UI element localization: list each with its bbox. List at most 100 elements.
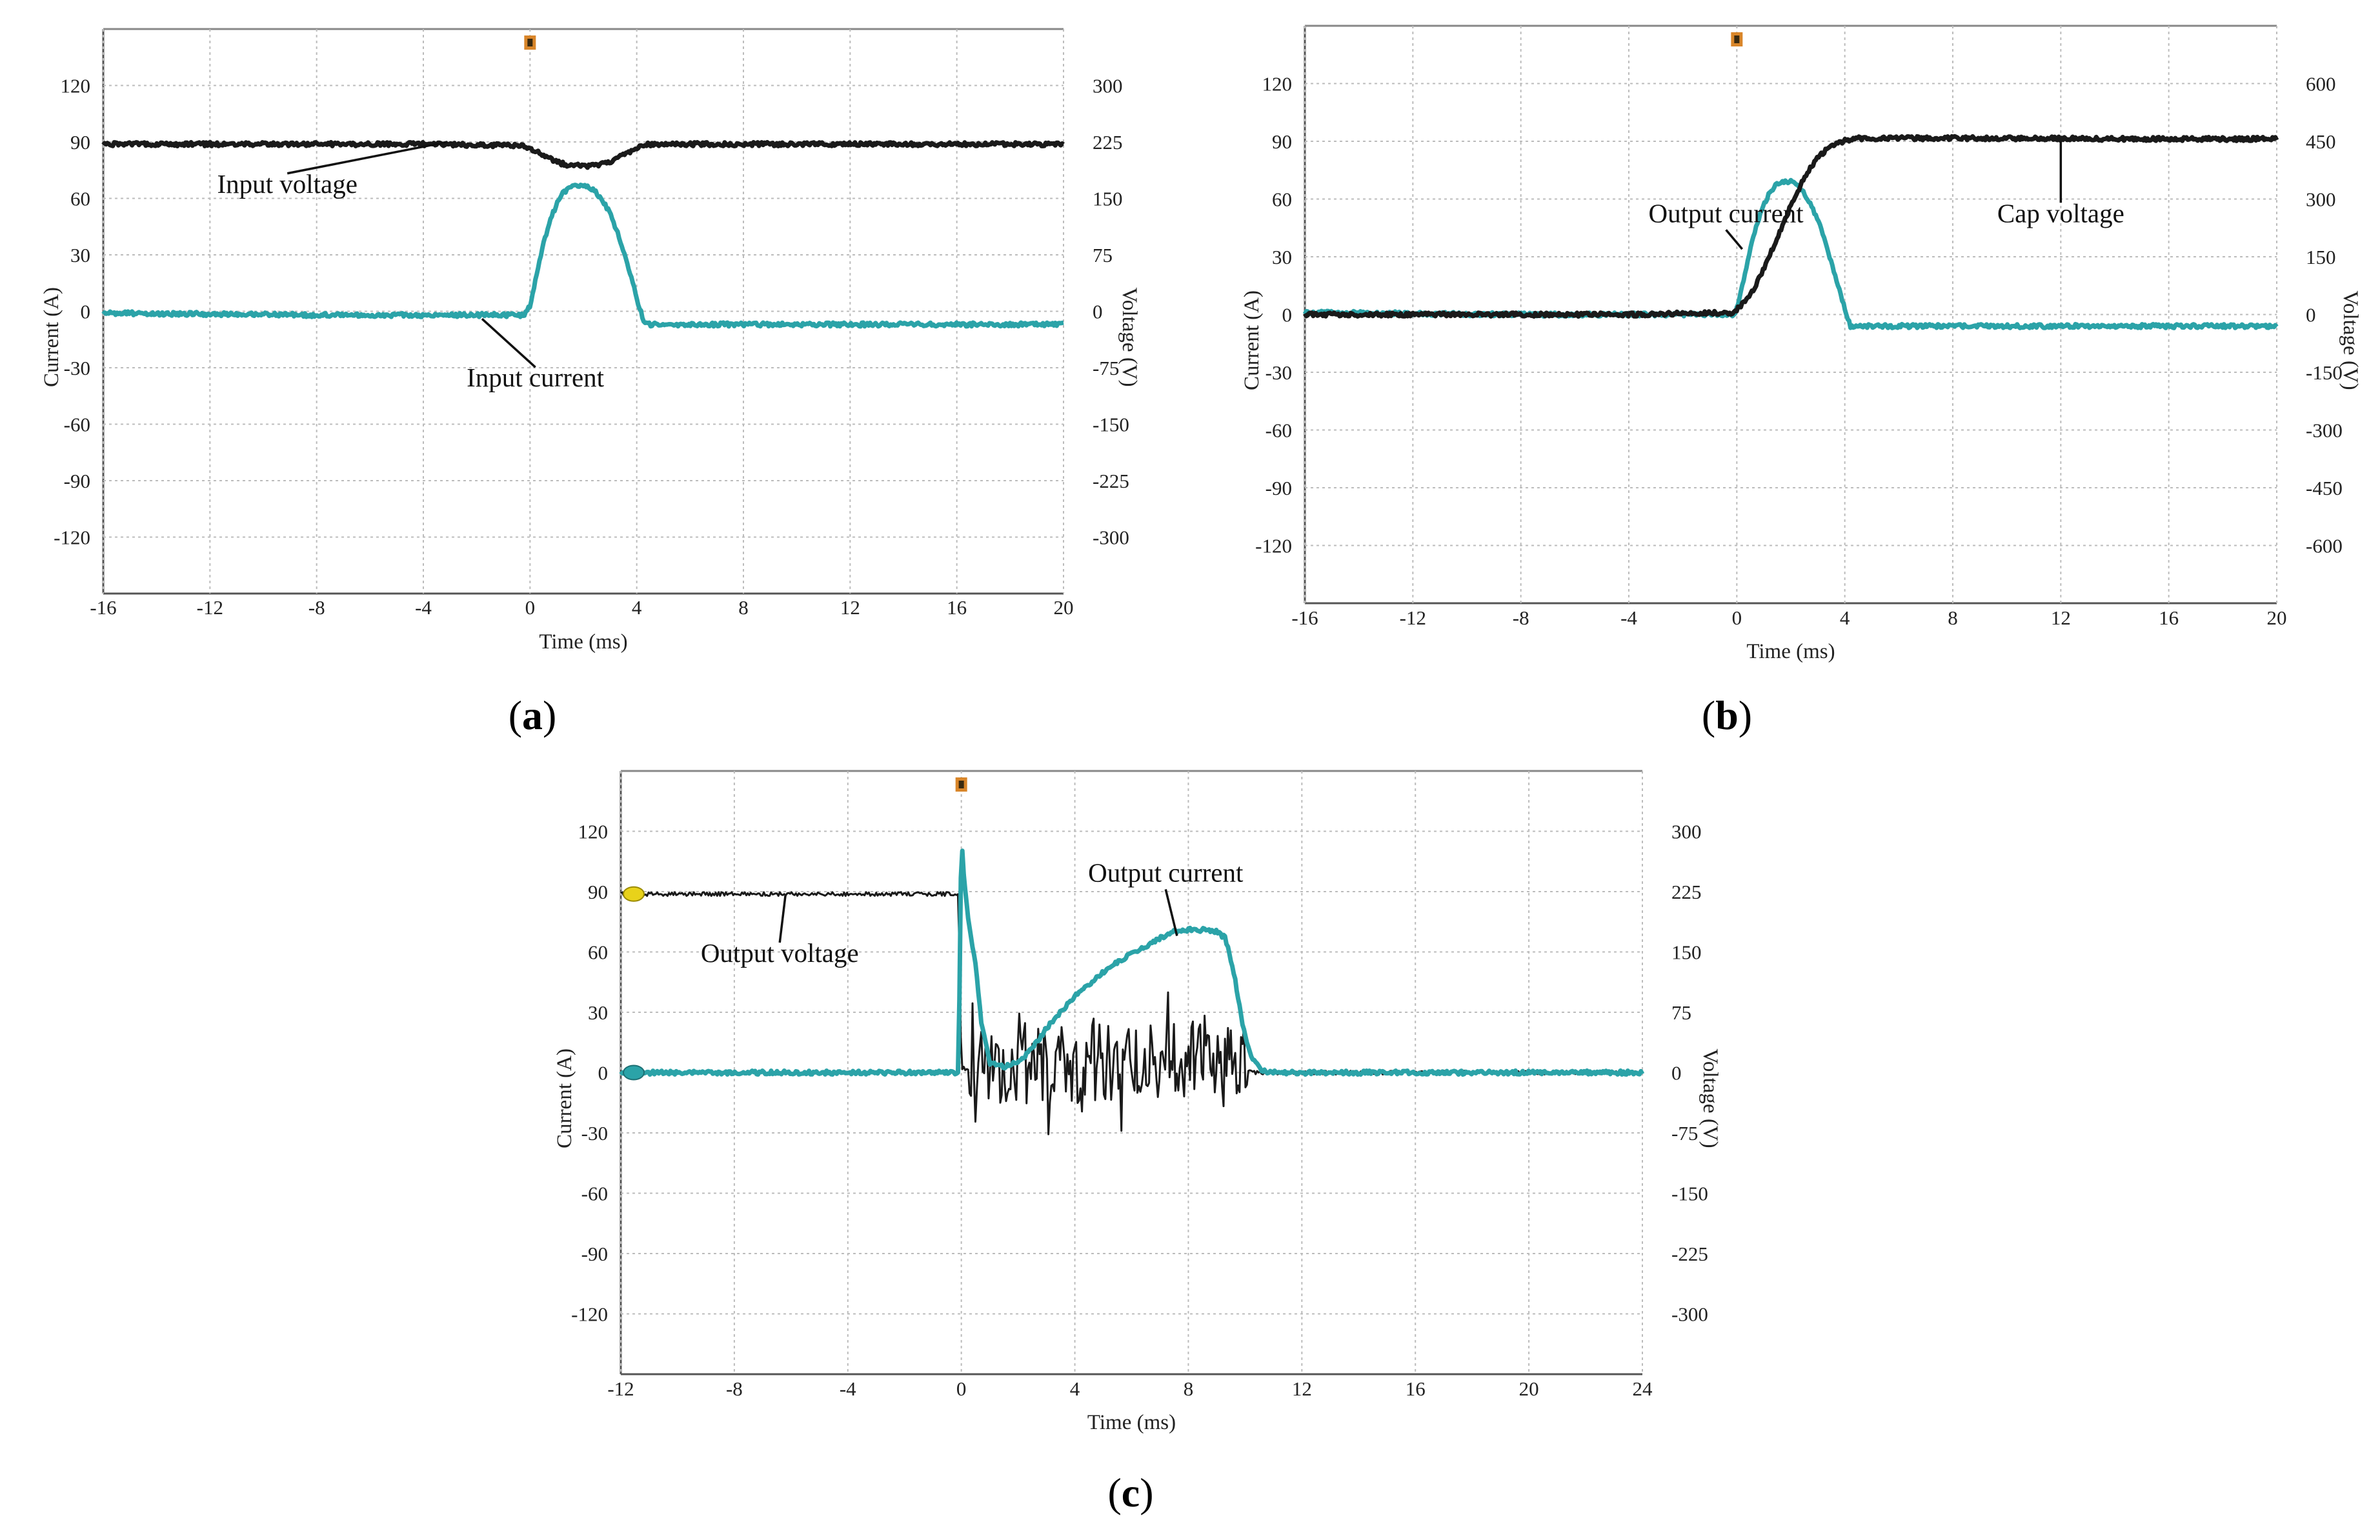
x-tick-label: -4 bbox=[840, 1377, 856, 1400]
channel-marker-current-icon bbox=[623, 1065, 645, 1081]
y-left-tick-label: 30 bbox=[588, 1001, 608, 1024]
x-tick-label: -12 bbox=[197, 596, 223, 619]
y-left-tick-label: -120 bbox=[571, 1303, 608, 1326]
x-tick-label: 4 bbox=[632, 596, 642, 619]
x-tick-label: -4 bbox=[415, 596, 432, 619]
y-right-tick-label: 150 bbox=[1671, 941, 1702, 964]
y-right-tick-label: -600 bbox=[2306, 535, 2343, 557]
x-tick-label: 12 bbox=[2051, 606, 2071, 629]
y-left-tick-label: 0 bbox=[81, 301, 91, 323]
x-tick-label: 8 bbox=[1948, 606, 1958, 629]
x-tick-label: 0 bbox=[525, 596, 536, 619]
y-left-tick-label: 90 bbox=[588, 881, 608, 903]
x-tick-label: 12 bbox=[1292, 1377, 1312, 1400]
y-right-tick-label: 225 bbox=[1093, 131, 1123, 154]
y-left-axis-title: Current (A) bbox=[40, 287, 63, 387]
y-left-tick-label: -90 bbox=[1266, 477, 1292, 499]
y-right-tick-label: 300 bbox=[1093, 75, 1123, 97]
annotation-leader-line bbox=[1725, 229, 1744, 250]
x-tick-label: 4 bbox=[1070, 1377, 1080, 1400]
x-tick-label: 16 bbox=[1406, 1377, 1426, 1400]
annotation-leader-line bbox=[1164, 889, 1178, 936]
series-line-output-current bbox=[619, 848, 1645, 1077]
y-right-tick-label: 0 bbox=[2306, 304, 2316, 326]
y-left-tick-label: 0 bbox=[1282, 304, 1293, 326]
annotation-leader-line bbox=[481, 317, 536, 368]
y-right-tick-label: -300 bbox=[1093, 526, 1129, 549]
panel-label: (a) bbox=[509, 692, 557, 738]
y-right-tick-label: 450 bbox=[2306, 130, 2336, 153]
y-right-tick-label: 300 bbox=[1671, 821, 1702, 843]
y-left-tick-label: 60 bbox=[588, 941, 608, 964]
y-right-tick-label: -225 bbox=[1671, 1243, 1708, 1265]
x-tick-label: 16 bbox=[2159, 606, 2179, 629]
y-right-tick-label: -75 bbox=[1093, 357, 1119, 379]
y-right-tick-label: -150 bbox=[2306, 361, 2343, 384]
y-right-tick-label: -225 bbox=[1093, 470, 1129, 492]
x-tick-label: -12 bbox=[1400, 606, 1426, 629]
x-tick-label: 12 bbox=[840, 596, 860, 619]
y-left-tick-label: 120 bbox=[578, 821, 609, 843]
x-tick-label: 4 bbox=[1840, 606, 1850, 629]
y-left-tick-label: 90 bbox=[70, 131, 90, 154]
x-axis-title: Time (ms) bbox=[539, 630, 627, 654]
y-right-tick-label: -300 bbox=[2306, 419, 2343, 442]
x-tick-label: -4 bbox=[1620, 606, 1637, 629]
y-right-tick-label: -150 bbox=[1093, 414, 1129, 436]
y-right-axis-title: Voltage (V) bbox=[1118, 287, 1141, 386]
y-left-tick-label: 120 bbox=[1262, 73, 1293, 95]
panel-b-chart: -16 -12 -8 -4 0 4 8 12 16 201209060300-30-60-90-1… bbox=[1240, 25, 2362, 738]
series-line-cap-voltage bbox=[1302, 134, 2279, 319]
y-left-tick-label: 90 bbox=[1272, 130, 1292, 153]
x-tick-label: -8 bbox=[308, 596, 325, 619]
trigger-marker-inner bbox=[1734, 35, 1740, 43]
y-right-tick-label: -450 bbox=[2306, 477, 2343, 499]
y-left-tick-label: -30 bbox=[1266, 361, 1292, 384]
panel-label: (b) bbox=[1702, 692, 1752, 738]
y-left-tick-label: -120 bbox=[54, 526, 90, 549]
x-axis-title: Time (ms) bbox=[1087, 1411, 1176, 1434]
y-left-tick-label: 60 bbox=[70, 188, 90, 210]
y-right-tick-label: 0 bbox=[1671, 1062, 1682, 1085]
x-tick-label: -8 bbox=[1513, 606, 1529, 629]
y-left-tick-label: -60 bbox=[64, 414, 90, 436]
x-tick-label: 20 bbox=[2267, 606, 2287, 629]
trigger-marker-inner bbox=[527, 39, 533, 46]
annotation-label: Cap voltage bbox=[1997, 198, 2124, 228]
annotation-leader-line bbox=[287, 141, 448, 175]
annotation-leader-line bbox=[778, 895, 787, 943]
y-left-tick-label: -90 bbox=[64, 470, 90, 492]
panel-c-chart: -12 -8 -4 0 4 8 12 16 20 241209060300-30-60-90-12… bbox=[553, 770, 1722, 1515]
y-right-tick-label: 150 bbox=[1093, 188, 1123, 210]
y-left-tick-label: -30 bbox=[581, 1122, 608, 1145]
x-tick-label: -8 bbox=[726, 1377, 743, 1400]
x-tick-label: 16 bbox=[947, 596, 967, 619]
y-right-tick-label: -75 bbox=[1671, 1122, 1698, 1145]
x-tick-label: -16 bbox=[1291, 606, 1318, 629]
annotation-label: Output current bbox=[1088, 857, 1244, 887]
y-right-tick-label: 150 bbox=[2306, 246, 2336, 268]
y-right-tick-label: 75 bbox=[1671, 1001, 1691, 1024]
y-right-axis-title: Voltage (V) bbox=[2339, 290, 2362, 390]
y-left-tick-label: 120 bbox=[61, 75, 91, 97]
x-tick-label: 0 bbox=[956, 1377, 967, 1400]
x-tick-label: -12 bbox=[607, 1377, 634, 1400]
x-tick-label: 8 bbox=[1184, 1377, 1194, 1400]
y-right-tick-label: 75 bbox=[1093, 244, 1113, 266]
x-tick-label: 20 bbox=[1519, 1377, 1539, 1400]
x-tick-label: 0 bbox=[1732, 606, 1742, 629]
series-line-input-voltage bbox=[101, 140, 1065, 170]
y-left-tick-label: -60 bbox=[1266, 419, 1292, 442]
y-left-tick-label: -120 bbox=[1255, 535, 1292, 557]
channel-marker-voltage-icon bbox=[623, 886, 645, 902]
x-tick-label: -16 bbox=[90, 596, 116, 619]
panel-a-chart: -16 -12 -8 -4 0 4 8 12 16 201209060300-30-60-90-1… bbox=[40, 28, 1141, 738]
y-left-axis-title: Current (A) bbox=[553, 1048, 576, 1148]
y-left-tick-label: -60 bbox=[581, 1183, 608, 1205]
annotation-label: Input voltage bbox=[217, 169, 357, 199]
y-left-tick-label: 60 bbox=[1272, 188, 1292, 211]
trigger-marker-inner bbox=[958, 781, 964, 788]
y-left-tick-label: -90 bbox=[581, 1243, 608, 1265]
y-left-axis-title: Current (A) bbox=[1240, 290, 1264, 390]
